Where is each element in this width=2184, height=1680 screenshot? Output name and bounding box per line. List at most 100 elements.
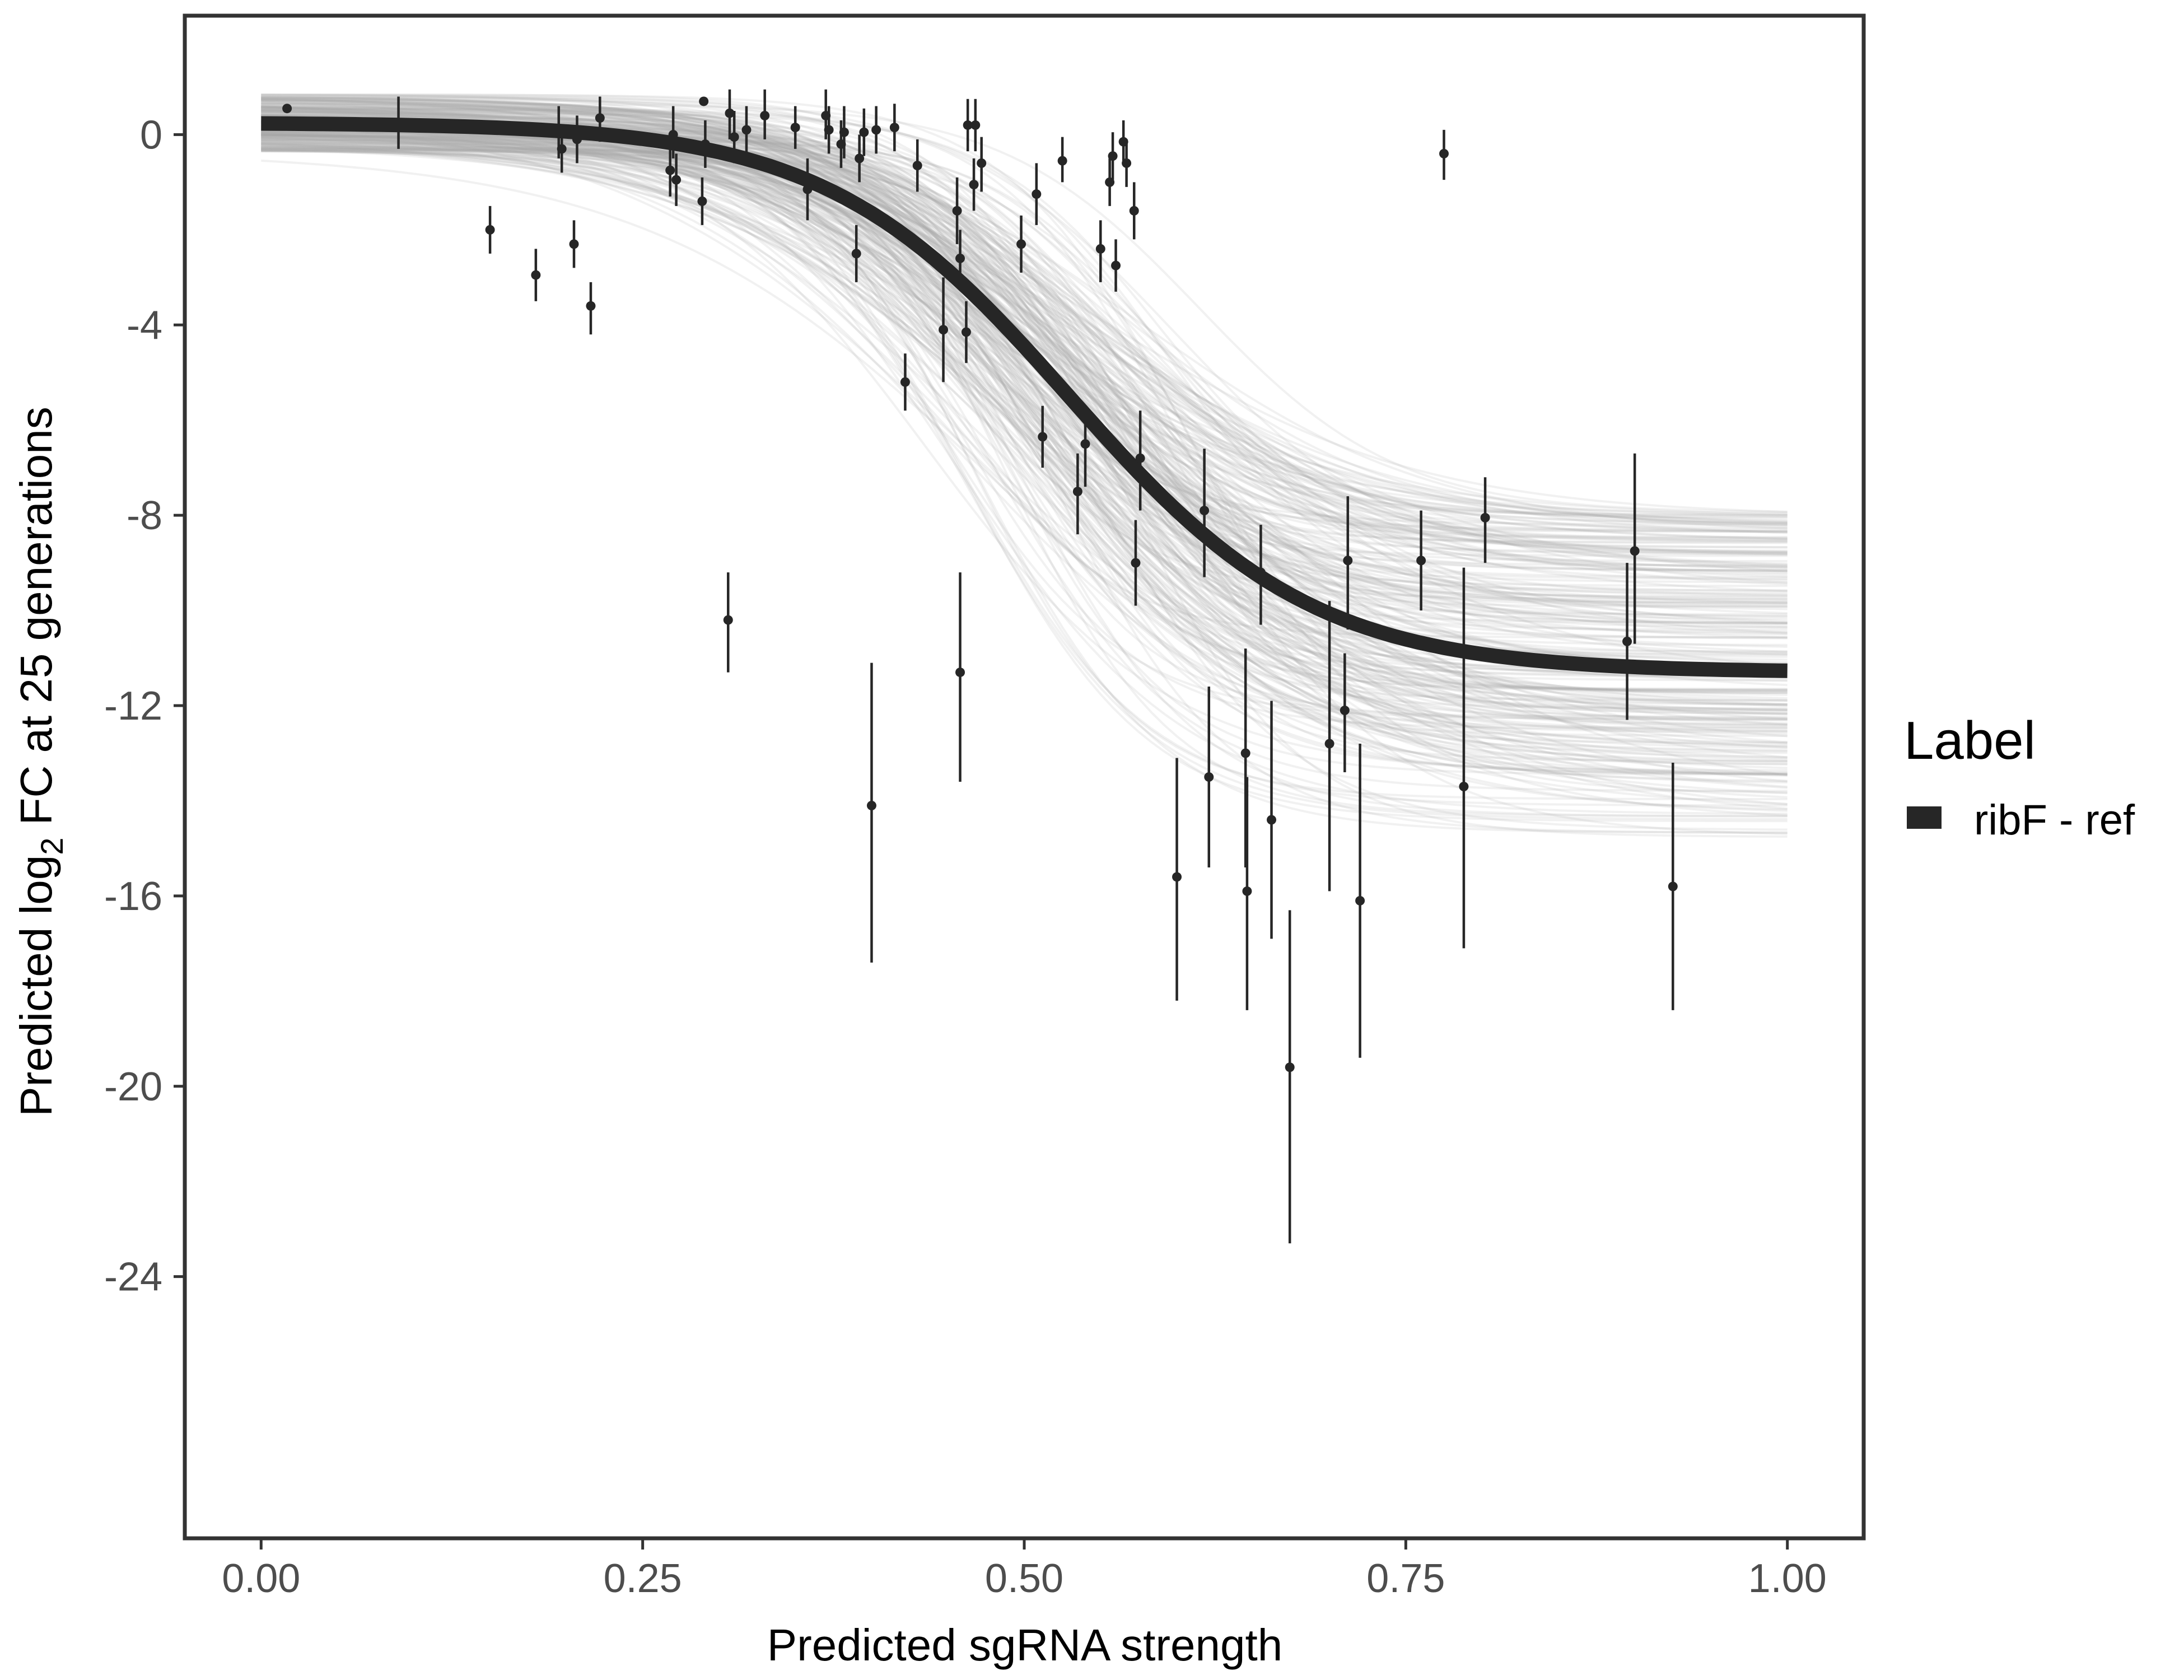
posterior-draw-line bbox=[261, 136, 1788, 762]
fit-line bbox=[261, 116, 1788, 678]
data-point bbox=[1630, 546, 1640, 556]
posterior-draw-line bbox=[261, 96, 1788, 776]
legend-key-ribf-ref bbox=[1907, 806, 1942, 829]
posterior-draw-line bbox=[261, 133, 1788, 707]
posterior-draw-line bbox=[261, 94, 1788, 690]
posterior-draw-line bbox=[261, 148, 1788, 592]
data-point bbox=[866, 800, 876, 810]
data-point bbox=[1095, 244, 1105, 254]
posterior-draw-line bbox=[261, 147, 1788, 654]
posterior-draw-line bbox=[261, 97, 1788, 542]
posterior-draw-line bbox=[261, 148, 1788, 690]
posterior-draw-line bbox=[261, 107, 1788, 744]
data-point bbox=[1622, 636, 1632, 646]
posterior-draw-line bbox=[261, 141, 1788, 759]
posterior-draw-line bbox=[261, 106, 1788, 754]
x-tick-label: 0.75 bbox=[1366, 1556, 1445, 1601]
posterior-draw-line bbox=[261, 105, 1788, 592]
posterior-draw-line bbox=[261, 133, 1788, 707]
posterior-draw-line bbox=[261, 106, 1788, 777]
data-point bbox=[1105, 177, 1115, 187]
posterior-draw-line bbox=[261, 129, 1788, 696]
posterior-draw-line bbox=[261, 133, 1788, 716]
data-point bbox=[1072, 487, 1082, 497]
posterior-draw-line bbox=[261, 136, 1788, 595]
posterior-draw-line bbox=[261, 133, 1788, 674]
posterior-draw-line bbox=[261, 142, 1788, 715]
data-point bbox=[586, 301, 596, 311]
data-point bbox=[1200, 506, 1210, 516]
y-tick-label: -12 bbox=[104, 684, 162, 729]
posterior-draw-line bbox=[261, 134, 1788, 749]
data-point bbox=[1111, 260, 1121, 270]
posterior-draw-line bbox=[261, 122, 1788, 706]
posterior-draw-line bbox=[261, 134, 1788, 586]
y-axis-title-subscript: 2 bbox=[34, 838, 69, 855]
posterior-draw-line bbox=[261, 109, 1788, 608]
posterior-draw-line bbox=[261, 139, 1788, 823]
posterior-draw-line bbox=[261, 123, 1788, 748]
posterior-draw-line bbox=[261, 142, 1788, 706]
posterior-draw-line bbox=[261, 142, 1788, 789]
posterior-draw-line bbox=[261, 138, 1788, 578]
data-point bbox=[1131, 558, 1141, 568]
posterior-draw-line bbox=[261, 144, 1788, 639]
x-tick-label: 1.00 bbox=[1748, 1556, 1827, 1601]
data-point bbox=[554, 127, 564, 137]
posterior-draw-line bbox=[261, 115, 1788, 720]
posterior-draw-line bbox=[261, 146, 1788, 533]
posterior-draw-line bbox=[261, 101, 1788, 625]
y-tick-label: -24 bbox=[104, 1255, 162, 1300]
posterior-draw-line bbox=[261, 108, 1788, 715]
data-point bbox=[668, 129, 678, 139]
posterior-draw-line bbox=[261, 134, 1788, 811]
posterior-draw-line bbox=[261, 102, 1788, 574]
posterior-draw-line bbox=[261, 95, 1788, 533]
posterior-draw-line bbox=[261, 112, 1788, 542]
posterior-draw-line bbox=[261, 97, 1788, 812]
posterior-draw-line bbox=[261, 148, 1788, 692]
data-point bbox=[531, 270, 541, 280]
posterior-draw-line bbox=[261, 139, 1788, 718]
posterior-draw-line bbox=[261, 133, 1788, 648]
posterior-draw-line bbox=[261, 116, 1788, 604]
data-point bbox=[859, 127, 869, 137]
posterior-draw-line bbox=[261, 110, 1788, 807]
data-points bbox=[282, 96, 1678, 1072]
data-point bbox=[572, 134, 582, 144]
data-point bbox=[1038, 432, 1048, 442]
posterior-draw-line bbox=[261, 96, 1788, 540]
posterior-draw-line bbox=[261, 94, 1788, 565]
posterior-draw-line bbox=[261, 104, 1788, 624]
posterior-draw-line bbox=[261, 108, 1788, 543]
posterior-draw-line bbox=[261, 99, 1788, 572]
data-point bbox=[955, 253, 965, 263]
data-point bbox=[1256, 567, 1266, 577]
data-point bbox=[790, 123, 800, 133]
data-point bbox=[569, 239, 579, 249]
posterior-draw-line bbox=[261, 142, 1788, 772]
posterior-draw-line bbox=[261, 99, 1788, 566]
posterior-draw-line bbox=[261, 137, 1788, 653]
posterior-draw-line bbox=[261, 149, 1788, 526]
posterior-draw-line bbox=[261, 147, 1788, 614]
posterior-draw-line bbox=[261, 150, 1788, 752]
x-axis: 0.00 0.25 0.50 0.75 1.00 bbox=[222, 1540, 1827, 1601]
data-point bbox=[1240, 748, 1250, 758]
data-point bbox=[824, 125, 834, 135]
data-point bbox=[760, 110, 770, 120]
posterior-draw-line bbox=[261, 100, 1788, 805]
posterior-draw-line bbox=[261, 133, 1788, 514]
data-point bbox=[1416, 556, 1426, 566]
posterior-draw-line bbox=[261, 107, 1788, 834]
posterior-draw-line bbox=[261, 136, 1788, 557]
posterior-draw-line bbox=[261, 133, 1788, 524]
data-point bbox=[969, 180, 979, 190]
posterior-draw-line bbox=[261, 144, 1788, 762]
data-point bbox=[851, 249, 861, 259]
data-point bbox=[963, 120, 973, 130]
posterior-draw-line bbox=[261, 97, 1788, 733]
legend-title: Label bbox=[1904, 711, 2036, 771]
posterior-draw-line bbox=[261, 116, 1788, 721]
data-point bbox=[1032, 189, 1042, 199]
